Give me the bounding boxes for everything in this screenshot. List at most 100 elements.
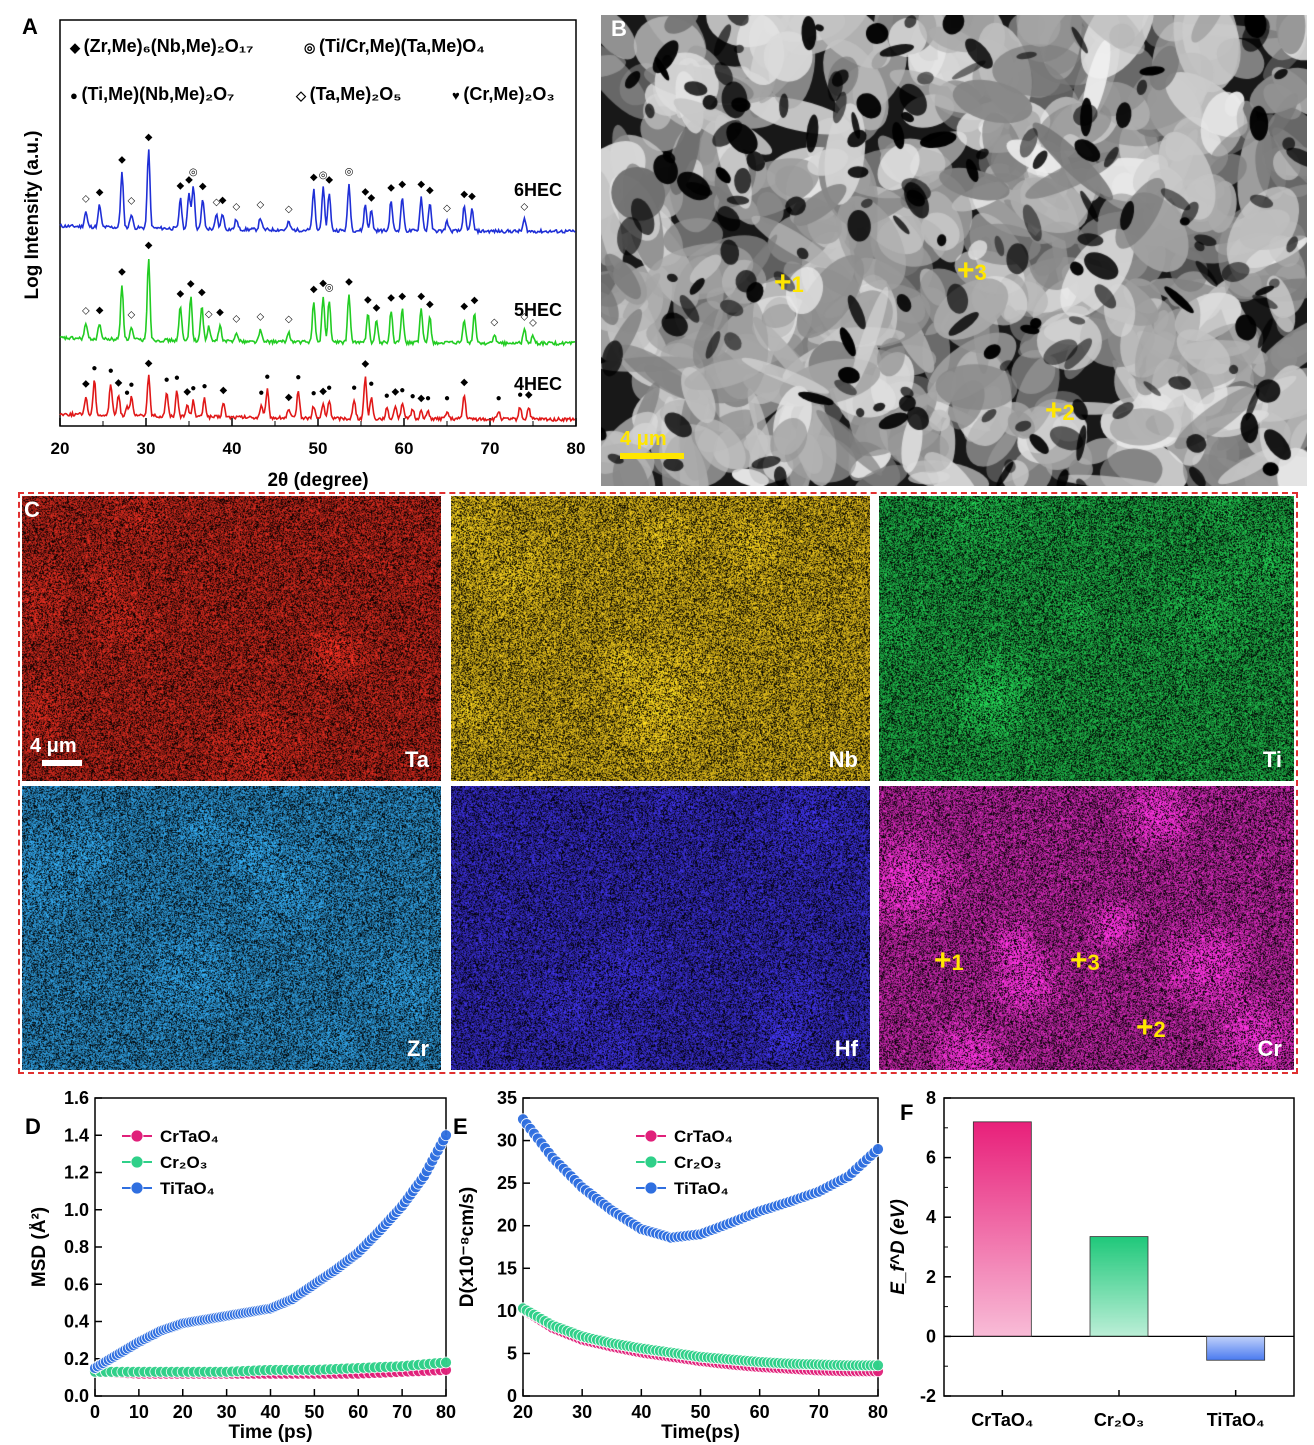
- xrd-peak-marker: ◇: [285, 204, 293, 215]
- xrd-peak-marker: ●: [295, 372, 301, 383]
- xrd-peak-marker: ◇: [521, 311, 529, 322]
- x-tick-label: 70: [392, 1402, 412, 1422]
- eds-map-nb: Nb: [451, 496, 870, 781]
- x-tick-label: 30: [217, 1402, 237, 1422]
- diffusivity-chart: E 20 30 40 50 60 70 80 0 5 10 15 20 25 30 35 Time(ps) D(x…: [453, 1088, 888, 1443]
- xrd-peak-marker: ◆: [417, 179, 425, 190]
- xrd-peak-marker: ◆: [460, 301, 468, 312]
- data-point-2: [872, 1143, 884, 1155]
- eds-label-ti: Ti: [1262, 747, 1282, 772]
- y-tick-label: 30: [497, 1131, 517, 1151]
- xrd-peak-marker: ◆: [525, 389, 533, 400]
- x-tick-label: 60: [750, 1402, 770, 1422]
- eds-scalebar: 4 μm: [30, 735, 82, 766]
- category-label: Cr₂O₃: [1094, 1410, 1144, 1430]
- xrd-peak-marker: ◆: [310, 284, 318, 295]
- x-tick-label: 40: [260, 1402, 280, 1422]
- xrd-peak-marker: ●: [108, 365, 114, 376]
- xrd-peak-marker: ◆: [285, 392, 293, 403]
- x-tick-label: 30: [572, 1402, 592, 1422]
- y-tick-label: 10: [497, 1301, 517, 1321]
- xrd-peak-marker: ◇: [82, 306, 90, 317]
- sem-scalebar: 4 μm: [620, 428, 684, 459]
- xrd-peak-marker: ●: [496, 393, 502, 404]
- xrd-peak-marker: ●: [351, 382, 357, 393]
- xrd-peak-marker: ◎: [325, 282, 334, 293]
- xrd-peak-marker: ◆: [460, 377, 468, 388]
- xrd-xtick-label: 60: [395, 439, 414, 458]
- y-tick-label: 0: [507, 1386, 517, 1406]
- xrd-peak-marker: ◇: [232, 313, 240, 324]
- xrd-peak-marker: ◆: [145, 240, 153, 251]
- panel-e-label: E: [453, 1114, 468, 1139]
- legend-label: CrTaO₄: [160, 1127, 219, 1146]
- cr-marker-3: +3: [1070, 944, 1100, 977]
- eds-map-hf: Hf: [451, 786, 870, 1070]
- xrd-peak-marker: ◆: [82, 379, 90, 390]
- y-tick-label: 0.2: [64, 1349, 89, 1369]
- xrd-peak-marker: ◇: [205, 309, 213, 320]
- xrd-peak-marker: ●: [164, 374, 170, 385]
- cr-marker-2: +2: [1136, 1011, 1166, 1044]
- xrd-peak-marker: ●: [368, 379, 374, 390]
- legend-marker: [644, 1155, 658, 1169]
- xrd-peak-marker: ◆: [199, 181, 207, 192]
- legend-marker: [644, 1129, 658, 1143]
- xrd-peak-marker: ●: [425, 393, 431, 404]
- sem-marker-1: +1: [774, 266, 804, 299]
- formation-energy-chart: F -2 0 2 4 6 8 CrTaO₄ Cr₂O₃ TiTaO₄ E_f^D (eV): [888, 1088, 1295, 1430]
- y-tick-label: 2: [926, 1267, 936, 1287]
- xrd-legend-entry: ♥ (Cr,Me)₂O₃: [452, 84, 555, 104]
- xrd-pattern-label: 5HEC: [514, 300, 562, 320]
- xrd-peak-marker: ◆: [373, 303, 381, 314]
- xrd-peak-marker: ●: [444, 393, 450, 404]
- xrd-legend-entry: ◆ (Zr,Me)₆(Nb,Me)₂O₁₇: [69, 36, 253, 56]
- x-tick-label: 50: [690, 1402, 710, 1422]
- xrd-chart: Log Intensity (a.u.) 2θ (degree) 20 30 40 5…: [22, 19, 586, 491]
- legend-label: TiTaO₄: [674, 1179, 729, 1198]
- xrd-peak-marker: ◆: [361, 359, 369, 370]
- y-tick-label: 0.4: [64, 1312, 89, 1332]
- panel-b-label: B: [611, 16, 627, 41]
- xrd-peak-marker: ◆: [187, 279, 195, 290]
- xrd-peak-marker: ◇: [128, 196, 136, 207]
- panel-a-label: A: [22, 14, 38, 39]
- xrd-peak-marker: ●: [410, 391, 416, 402]
- y-tick-label: 6: [926, 1148, 936, 1168]
- xrd-xtick-label: 80: [567, 439, 586, 458]
- xrd-peak-marker: ◆: [367, 193, 375, 204]
- xrd-peak-marker: ◆: [398, 179, 406, 190]
- x-axis-label: Time (ps): [228, 1422, 312, 1443]
- legend-marker: [130, 1181, 144, 1195]
- xrd-peak-marker: ◆: [216, 307, 224, 318]
- y-tick-label: 20: [497, 1216, 517, 1236]
- eds-map-ta: Ta: [22, 496, 441, 781]
- legend-marker: [644, 1181, 658, 1195]
- xrd-peak-marker: ◇: [490, 317, 498, 328]
- xrd-peak-marker: ●: [311, 388, 317, 399]
- xrd-xtick-label: 70: [481, 439, 500, 458]
- y-tick-label: 8: [926, 1088, 936, 1108]
- xrd-xtick-label: 40: [223, 439, 242, 458]
- x-tick-label: 80: [868, 1402, 888, 1422]
- y-tick-label: -2: [920, 1386, 936, 1406]
- y-tick-label: 15: [497, 1258, 517, 1278]
- xrd-xtick-label: 20: [51, 439, 70, 458]
- xrd-peak-marker: ◇: [213, 197, 221, 208]
- xrd-peak-marker: ◎: [345, 166, 354, 177]
- xrd-peak-marker: ◆: [392, 387, 400, 398]
- xrd-peak-marker: ◆: [177, 181, 185, 192]
- y-tick-label: 1.2: [64, 1163, 89, 1183]
- xrd-peak-marker: ◇: [82, 194, 90, 205]
- eds-label-nb: Nb: [828, 747, 858, 772]
- bar-0: [972, 1121, 1032, 1337]
- eds-label-hf: Hf: [834, 1036, 858, 1061]
- xrd-peak-marker: ◎: [319, 170, 328, 181]
- panel-d-label: D: [25, 1114, 41, 1139]
- sem-marker-2: +2: [1045, 394, 1075, 427]
- xrd-peak-marker: ◆: [325, 174, 333, 185]
- xrd-peak-marker: ◆: [183, 387, 191, 398]
- xrd-peak-marker: ◆: [96, 305, 104, 316]
- xrd-peak-marker: ●: [124, 388, 130, 399]
- xrd-peak-marker: ◆: [118, 267, 126, 278]
